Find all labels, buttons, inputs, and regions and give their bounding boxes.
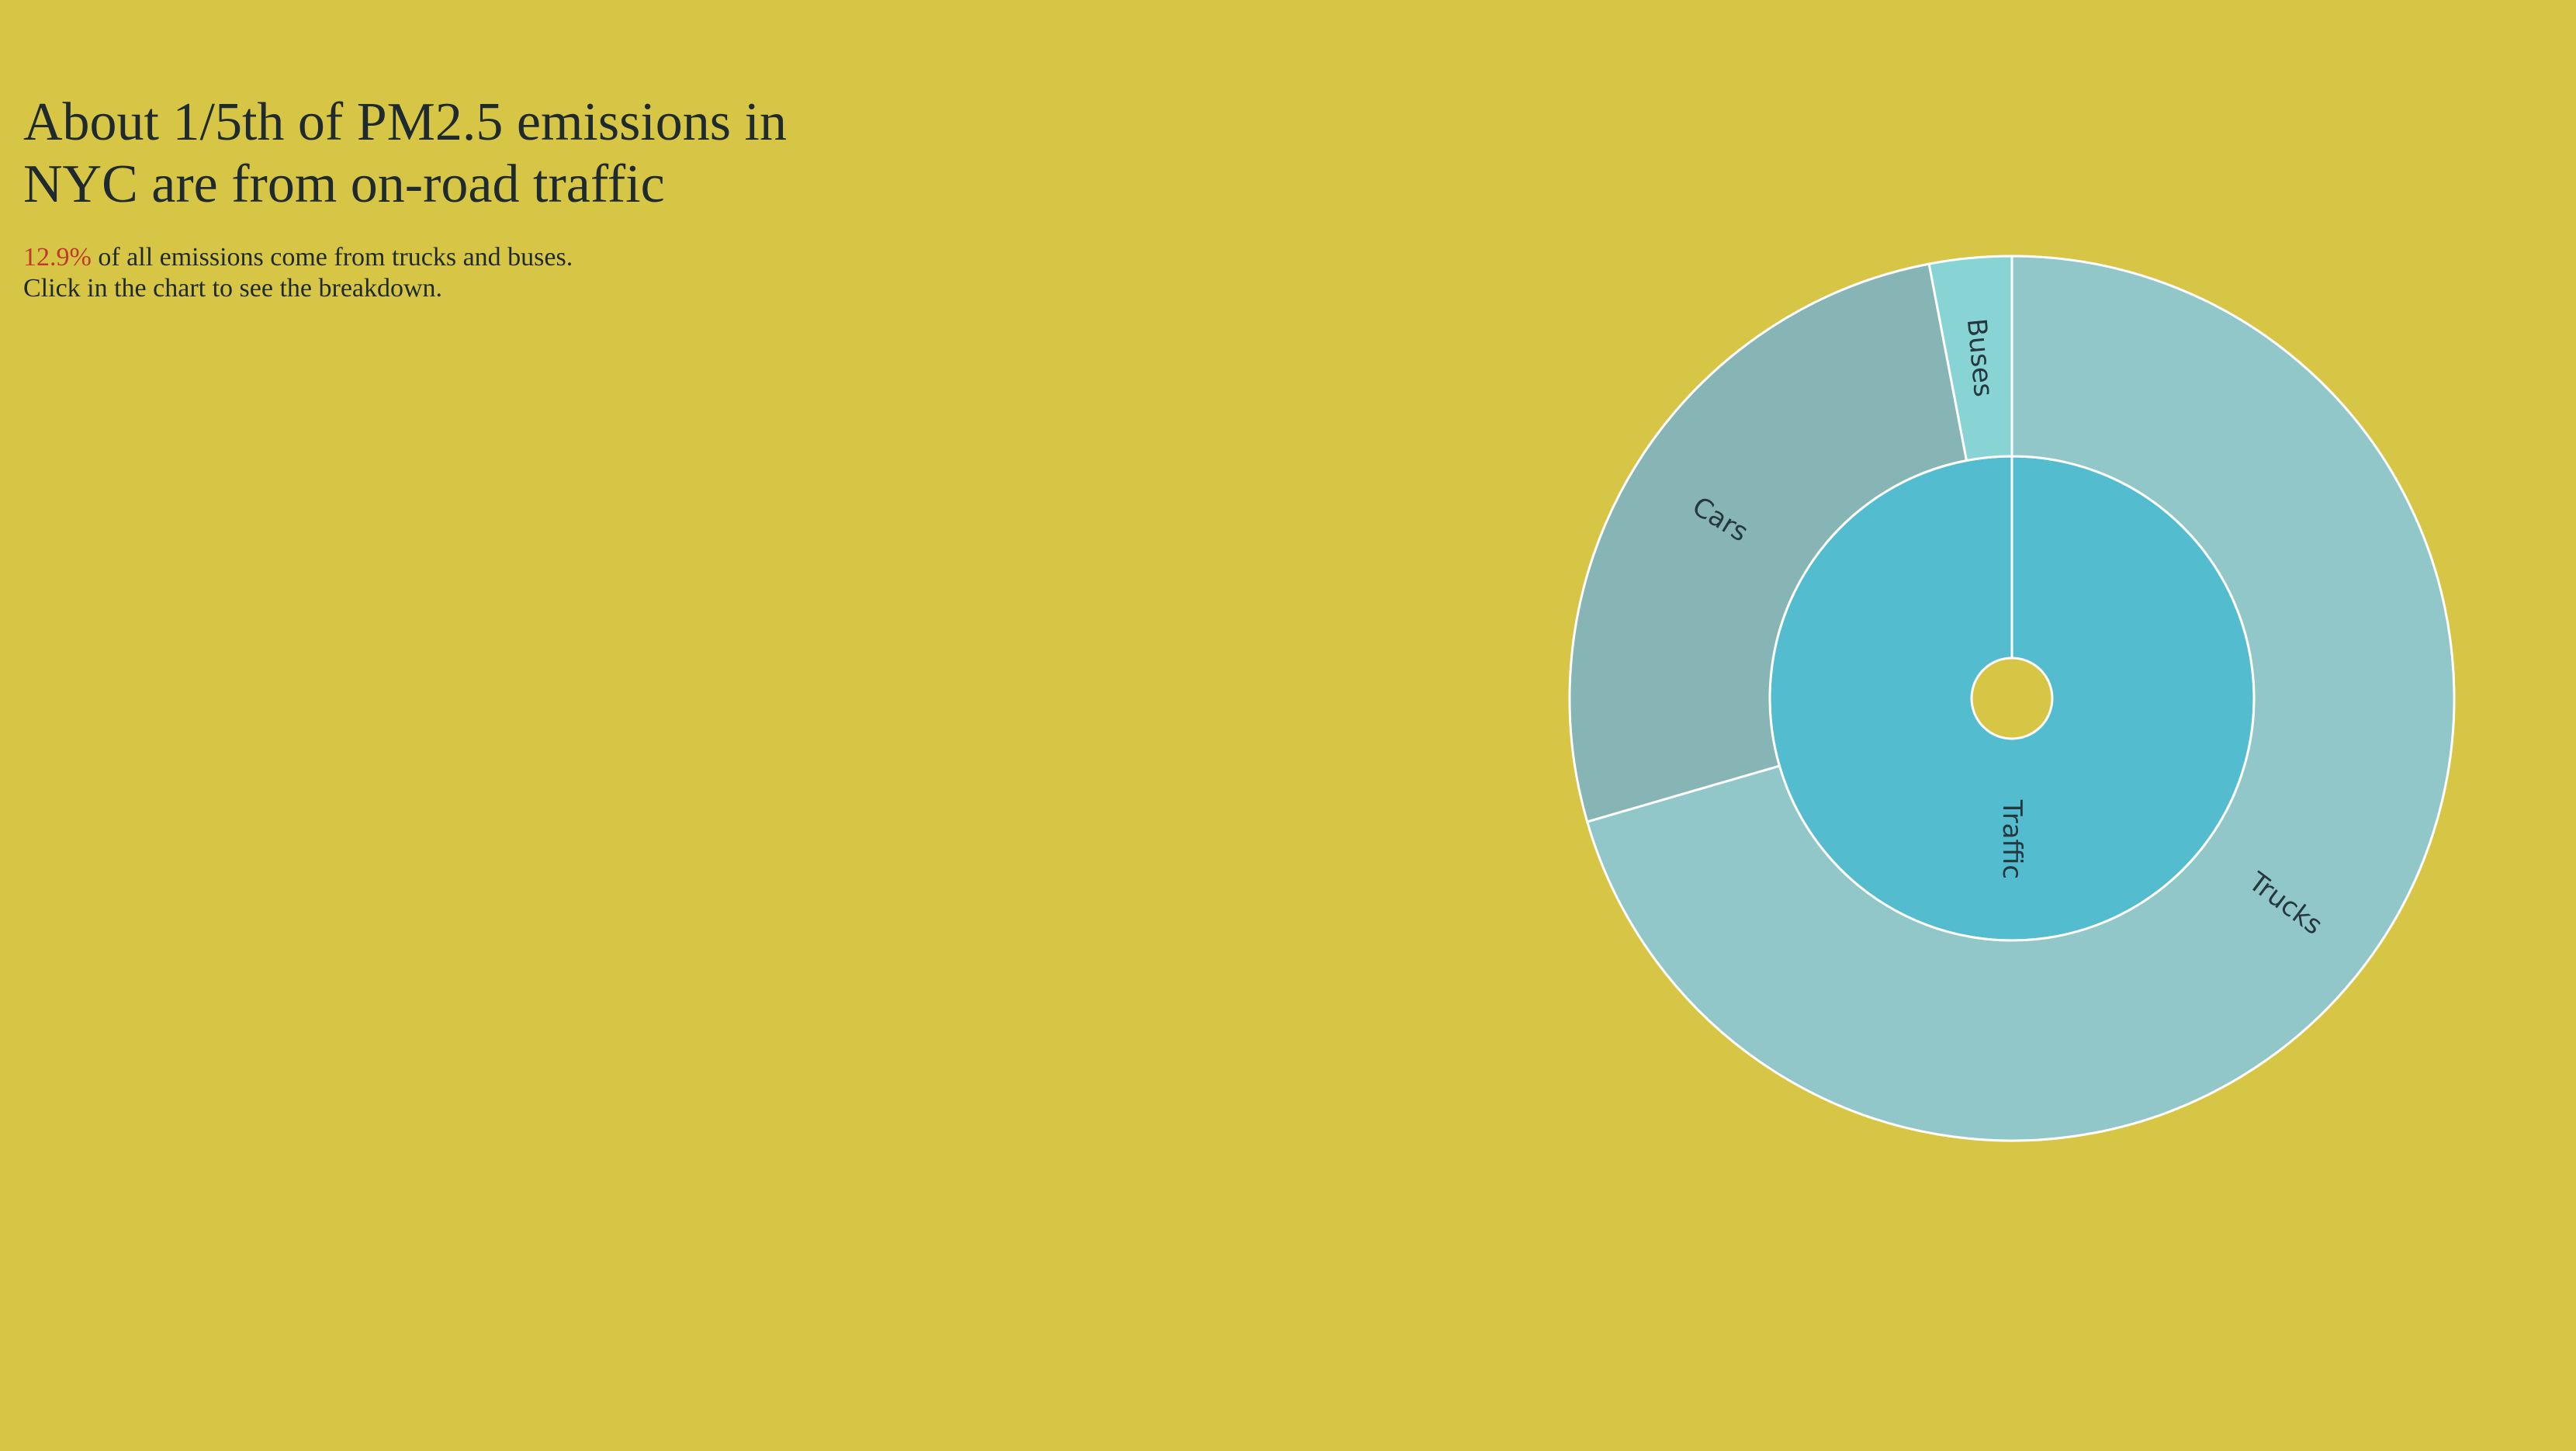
page-title: About 1/5th of PM2.5 emissions in NYC ar… — [23, 92, 787, 214]
segment-cars[interactable] — [1568, 262, 1968, 823]
segment-buses[interactable] — [1927, 255, 2013, 462]
subtitle: 12.9% of all emissions come from trucks … — [23, 242, 877, 304]
header: About 1/5th of PM2.5 emissions in NYC ar… — [23, 92, 877, 304]
label-buses: Buses — [1961, 317, 1999, 399]
label-traffic: Traffic — [1996, 799, 2027, 879]
subtitle-instruction: Click in the chart to see the breakdown. — [23, 274, 443, 303]
subtitle-text: of all emissions come from trucks and bu… — [91, 243, 573, 272]
highlight-value: 12.9% — [23, 243, 92, 272]
segment-trucks[interactable] — [1585, 255, 2456, 1142]
